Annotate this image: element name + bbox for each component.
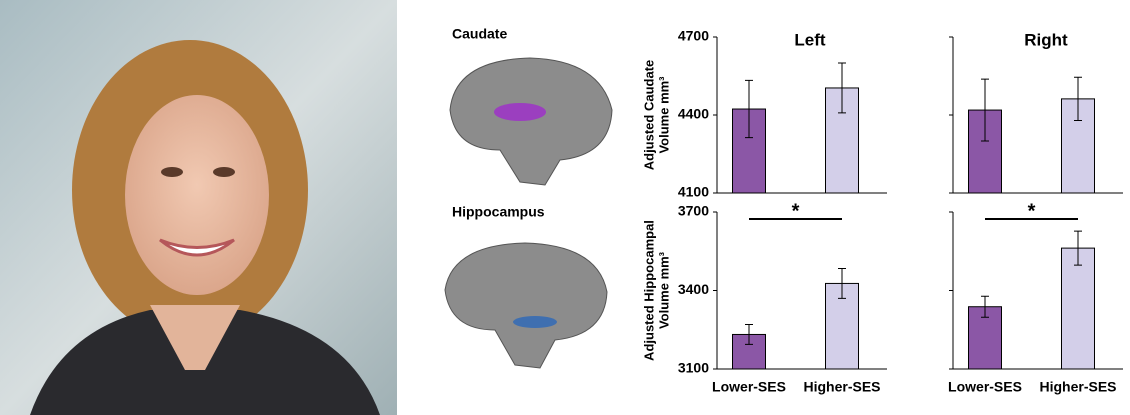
error-bar — [838, 268, 846, 299]
y-tick-label: 3700 — [678, 203, 709, 219]
photo — [0, 0, 397, 415]
bar — [1061, 247, 1095, 370]
error-bar — [745, 79, 753, 139]
error-bar — [1074, 230, 1082, 266]
x-tick-label: Lower-SES — [948, 379, 1022, 395]
y-axis-label: Volume mm³ — [656, 251, 671, 329]
significance-mark: * — [792, 200, 800, 222]
x-tick-label: Higher-SES — [1039, 379, 1116, 395]
chart-title: Right — [1024, 30, 1068, 49]
brain-hippocampus — [444, 242, 608, 369]
y-axis-label: Adjusted Hippocampal — [641, 220, 656, 361]
significance-mark: * — [1028, 200, 1036, 222]
y-tick-label: 4400 — [678, 106, 709, 122]
error-bar — [1074, 76, 1082, 121]
error-bar — [838, 62, 846, 114]
x-tick-label: Lower-SES — [712, 379, 786, 395]
x-tick-label: Higher-SES — [803, 379, 880, 395]
brain-caudate — [449, 57, 613, 186]
region-label: Caudate — [452, 26, 507, 42]
error-bar — [981, 295, 989, 318]
y-axis-label: Volume mm³ — [656, 76, 671, 154]
error-bar — [981, 78, 989, 142]
bar — [732, 333, 766, 370]
region-label: Hippocampus — [452, 204, 545, 220]
y-tick-label: 3400 — [678, 281, 709, 297]
error-bar — [745, 324, 753, 345]
y-tick-label: 4100 — [678, 184, 709, 200]
y-tick-label: 3100 — [678, 360, 709, 376]
y-tick-label: 4700 — [678, 28, 709, 44]
chart-title: Left — [794, 30, 826, 49]
y-axis-label: Adjusted Caudate — [641, 60, 656, 171]
